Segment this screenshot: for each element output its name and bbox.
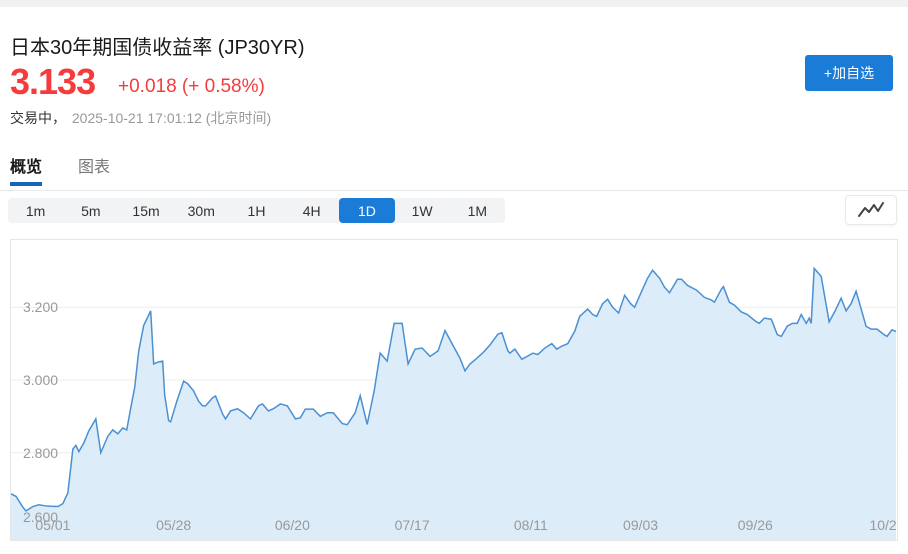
tab-overview-label: 概览 [10, 159, 43, 176]
chart-type-button[interactable] [845, 195, 897, 225]
timeframe-5m[interactable]: 5m [63, 198, 118, 223]
current-price: 3.133 [10, 61, 96, 102]
tab-bar: 概览 图表 [10, 153, 110, 191]
tab-chart-label: 图表 [78, 159, 111, 176]
timeframe-15m[interactable]: 15m [118, 198, 173, 223]
price-chart[interactable]: 3.200 3.000 2.800 2.600 05/01 05/28 06/20 07/1… [10, 239, 898, 541]
status-row: 交易中， 2025-10-21 17:01:12 (北京时间) [10, 108, 271, 128]
timeframe-1w[interactable]: 1W [395, 198, 450, 223]
timeframe-1m[interactable]: 1m [8, 198, 63, 223]
add-watchlist-button[interactable]: +加自选 [805, 55, 893, 91]
tab-chart[interactable]: 图表 [78, 153, 110, 191]
timeframe-1m-month[interactable]: 1M [450, 198, 505, 223]
timeframe-1h[interactable]: 1H [229, 198, 284, 223]
timeframe-4h[interactable]: 4H [284, 198, 339, 223]
tab-divider [0, 190, 908, 191]
timeframe-bar: 1m 5m 15m 30m 1H 4H 1D 1W 1M [8, 198, 505, 223]
tab-overview[interactable]: 概览 [10, 153, 43, 191]
price-change: +0.018 (+ 0.58%) [118, 76, 265, 97]
timeframe-1d[interactable]: 1D [339, 198, 395, 223]
line-chart-icon [858, 202, 884, 217]
trading-status: 交易中， [10, 110, 66, 126]
top-strip [0, 0, 908, 7]
chart-area [11, 240, 897, 540]
quote-timestamp: 2025-10-21 17:01:12 (北京时间) [71, 110, 272, 126]
page-title: 日本30年期国债收益率 (JP30YR) [10, 37, 305, 59]
timeframe-30m[interactable]: 30m [174, 198, 229, 223]
